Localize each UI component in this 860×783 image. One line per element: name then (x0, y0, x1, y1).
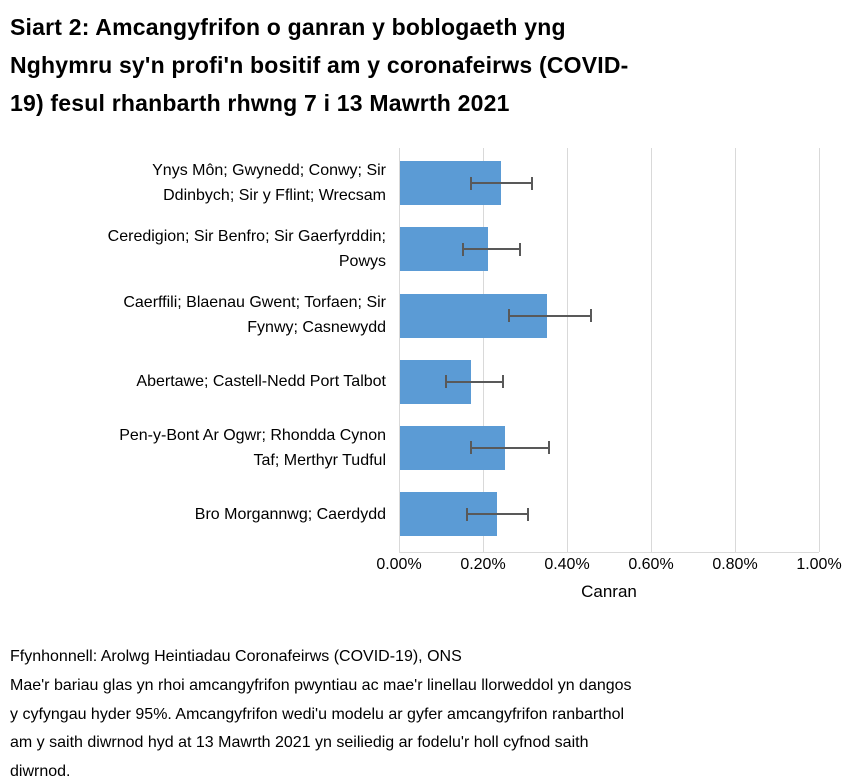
gridline (567, 148, 568, 552)
error-cap-left (470, 176, 473, 190)
category-label-line: Powys (338, 253, 386, 271)
error-bar (466, 513, 530, 516)
category-label: Ceredigion; Sir Benfro; Sir Gaerfyrddin;… (0, 216, 386, 282)
category-label: Caerffili; Blaenau Gwent; Torfaen; Sir Fy… (0, 282, 386, 348)
x-axis-tick-label: 1.00% (796, 556, 842, 573)
chart-title-line: Nghymru sy'n profi'n bositif am y corona… (10, 52, 629, 78)
error-cap-right (548, 441, 551, 455)
gridline (483, 148, 484, 552)
error-bar (462, 248, 521, 251)
footnote-line: diwrnod. (10, 763, 71, 781)
footnote-line: am y saith diwrnod hyd at 13 Mawrth 2021… (10, 734, 589, 752)
x-axis-tick-label: 0.00% (376, 556, 422, 573)
x-axis-tick-label: 0.80% (712, 556, 758, 573)
error-cap-left (445, 375, 448, 389)
gridline (735, 148, 736, 552)
error-bar (508, 314, 593, 317)
error-cap-left (466, 507, 469, 521)
error-bar (470, 182, 534, 185)
plot-area (399, 148, 820, 553)
chart-title: Siart 2: Amcangyfrifon o ganran y boblog… (10, 8, 850, 122)
category-label-line: Abertawe; Castell-Nedd Port Talbot (136, 373, 386, 391)
error-cap-right (531, 176, 534, 190)
error-cap-right (527, 507, 530, 521)
footnote-line: y cyfyngau hyder 95%. Amcangyfrifon wedi… (10, 705, 625, 723)
x-axis-tick-label: 0.40% (544, 556, 590, 573)
bar-chart: Ynys Môn; Gwynedd; Conwy; Sir Ddinbych; S… (0, 148, 842, 601)
error-cap-left (462, 242, 464, 256)
source-note: Ffynhonnell: Arolwg Heintiadau Coronafei… (10, 648, 462, 665)
category-label: Ynys Môn; Gwynedd; Conwy; Sir Ddinbych; S… (0, 150, 386, 216)
category-label: Bro Morgannwg; Caerdydd (0, 481, 386, 547)
x-axis-tick-label: 0.60% (628, 556, 674, 573)
x-axis-title: Canran (581, 582, 637, 601)
error-bar (445, 380, 504, 383)
error-cap-right (502, 375, 504, 389)
footer: Ffynhonnell: Arolwg Heintiadau Coronafei… (10, 643, 854, 783)
error-bar (470, 446, 551, 449)
x-axis-tick-label: 0.20% (460, 556, 506, 573)
chart-title-line: 19) fesul rhanbarth rhwng 7 i 13 Mawrth … (10, 90, 510, 116)
error-cap-right (518, 242, 521, 256)
error-cap-right (590, 309, 593, 322)
error-cap-left (508, 309, 511, 322)
category-label-line: Ceredigion; Sir Benfro; Sir Gaerfyrddin; (107, 228, 386, 246)
error-cap-left (470, 441, 473, 455)
category-label: Pen-y-Bont Ar Ogwr; Rhondda Cynon Taf; Me… (0, 415, 386, 481)
chart-title-line: Siart 2: Amcangyfrifon o ganran y boblog… (10, 14, 566, 40)
footnote-line: Mae'r bariau glas yn rhoi amcangyfrifon … (10, 676, 632, 694)
gridline (399, 148, 400, 552)
category-label-line: Ddinbych; Sir y Fflint; Wrecsam (163, 187, 386, 205)
category-label-line: Ynys Môn; Gwynedd; Conwy; Sir (152, 162, 386, 180)
category-label-line: Pen-y-Bont Ar Ogwr; Rhondda Cynon (119, 426, 386, 444)
category-label-line: Fynwy; Casnewydd (247, 319, 386, 337)
gridline (651, 148, 652, 552)
category-label: Abertawe; Castell-Nedd Port Talbot (0, 349, 386, 415)
category-label-line: Caerffili; Blaenau Gwent; Torfaen; Sir (123, 294, 386, 312)
footnote: Mae'r bariau glas yn rhoi amcangyfrifon … (10, 672, 854, 783)
category-label-line: Taf; Merthyr Tudful (253, 451, 387, 469)
gridline (819, 148, 820, 552)
category-label-line: Bro Morgannwg; Caerdydd (194, 505, 386, 523)
